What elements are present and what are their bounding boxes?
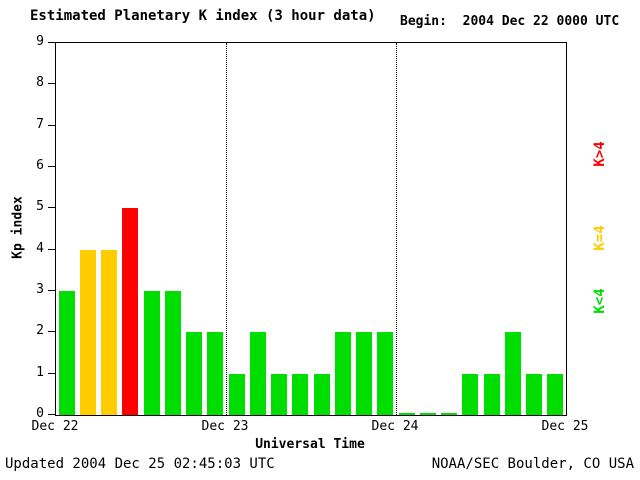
y-axis-tick-label: 9 [36, 34, 44, 49]
kp-bar [441, 413, 458, 415]
y-axis-tick [48, 166, 55, 167]
kp-bar [419, 413, 436, 415]
kp-bar [186, 332, 203, 415]
day-divider-line [226, 43, 227, 415]
y-axis-tick-label: 7 [36, 116, 44, 132]
legend-item-low: K<4 [592, 288, 608, 314]
updated-timestamp: Updated 2004 Dec 25 02:45:03 UTC [5, 456, 275, 472]
kp-bar [292, 373, 309, 415]
kp-bar [547, 373, 564, 415]
kp-bar [58, 291, 75, 415]
kp-bar [101, 249, 118, 415]
kp-bar [483, 373, 500, 415]
kp-bar [504, 332, 521, 415]
kp-bar [462, 373, 479, 415]
kp-bar [334, 332, 351, 415]
kp-bar [313, 373, 330, 415]
y-axis-tick [48, 42, 55, 43]
day-divider-line [396, 43, 397, 415]
y-axis-tick-label: 0 [36, 406, 44, 421]
x-axis-day-label: Dec 23 [201, 419, 249, 434]
y-axis-tick-label: 4 [36, 240, 44, 256]
legend-item-high: K>4 [592, 141, 608, 167]
x-axis-day-label: Dec 24 [371, 419, 419, 434]
kp-bar [228, 373, 245, 415]
y-axis-tick-label: 2 [36, 323, 44, 339]
y-axis-tick [48, 207, 55, 209]
y-axis-tick [48, 331, 55, 333]
y-axis-tick [48, 372, 55, 374]
y-axis-tick [48, 124, 55, 126]
kp-bar [398, 413, 415, 415]
x-axis-day-label: Dec 25 [541, 419, 589, 434]
begin-label: Begin: 2004 Dec 22 0000 UTC [400, 14, 620, 29]
kp-bar [143, 291, 160, 415]
chart-title: Estimated Planetary K index (3 hour data… [30, 8, 376, 24]
kp-bar [122, 208, 139, 415]
kp-bar [164, 291, 181, 415]
legend-item-mid: K=4 [592, 225, 608, 251]
y-axis-tick [48, 83, 55, 85]
y-axis-tick-label: 8 [36, 75, 44, 91]
kp-bar [377, 332, 394, 415]
kp-bar [356, 332, 373, 415]
kp-bar [526, 373, 543, 415]
y-axis-tick [48, 248, 55, 250]
kp-bar [79, 249, 96, 415]
y-axis-tick-label: 6 [36, 158, 44, 173]
source-attribution: NOAA/SEC Boulder, CO USA [431, 456, 634, 472]
kp-bar [271, 373, 288, 415]
y-axis-tick-label: 5 [36, 199, 44, 215]
kp-bar [249, 332, 266, 415]
y-axis-tick-label: 1 [36, 364, 44, 380]
kp-bar [207, 332, 224, 415]
plot-area [55, 42, 567, 416]
x-axis-title: Universal Time [255, 437, 365, 452]
y-axis-tick [48, 290, 55, 291]
y-axis-tick [48, 414, 55, 415]
x-axis-day-label: Dec 22 [31, 419, 79, 434]
y-axis-tick-label: 3 [36, 282, 44, 297]
